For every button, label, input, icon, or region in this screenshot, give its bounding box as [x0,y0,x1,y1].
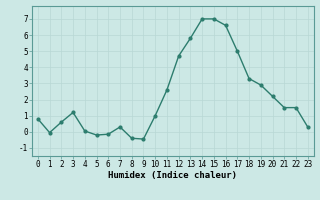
X-axis label: Humidex (Indice chaleur): Humidex (Indice chaleur) [108,171,237,180]
